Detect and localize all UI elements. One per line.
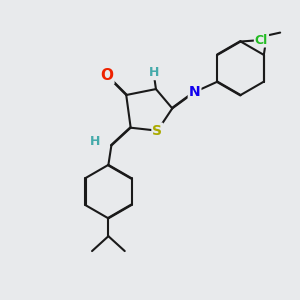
Text: H: H — [149, 66, 160, 79]
Text: Cl: Cl — [255, 34, 268, 46]
Text: O: O — [100, 68, 113, 83]
Text: H: H — [90, 135, 100, 148]
Text: N: N — [189, 85, 200, 99]
Text: S: S — [152, 124, 162, 138]
